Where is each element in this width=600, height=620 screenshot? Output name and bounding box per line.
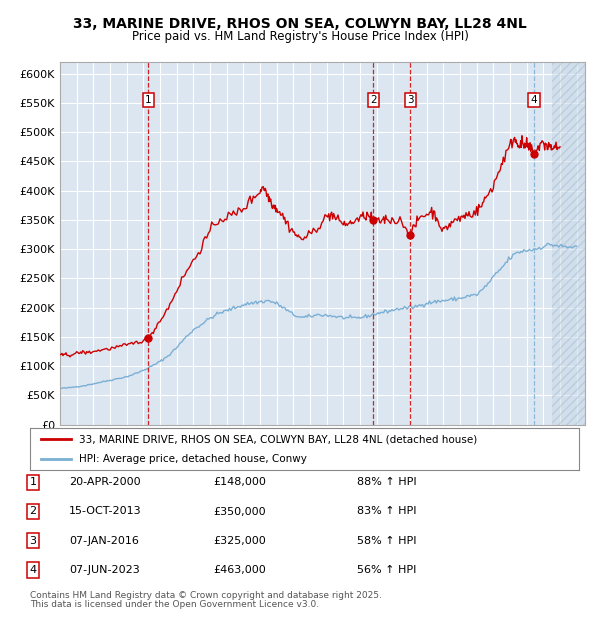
- Text: 07-JUN-2023: 07-JUN-2023: [69, 565, 140, 575]
- Text: 33, MARINE DRIVE, RHOS ON SEA, COLWYN BAY, LL28 4NL (detached house): 33, MARINE DRIVE, RHOS ON SEA, COLWYN BA…: [79, 434, 478, 444]
- Text: 2: 2: [29, 507, 37, 516]
- Text: £463,000: £463,000: [213, 565, 266, 575]
- Text: Contains HM Land Registry data © Crown copyright and database right 2025.: Contains HM Land Registry data © Crown c…: [30, 590, 382, 600]
- Text: 20-APR-2000: 20-APR-2000: [69, 477, 140, 487]
- Bar: [551, 62, 585, 425]
- Text: 88% ↑ HPI: 88% ↑ HPI: [357, 477, 416, 487]
- Text: 07-JAN-2016: 07-JAN-2016: [69, 536, 139, 546]
- Text: 4: 4: [29, 565, 37, 575]
- Text: HPI: Average price, detached house, Conwy: HPI: Average price, detached house, Conw…: [79, 454, 307, 464]
- Text: £148,000: £148,000: [213, 477, 266, 487]
- Text: £325,000: £325,000: [213, 536, 266, 546]
- Text: 1: 1: [29, 477, 37, 487]
- Text: 83% ↑ HPI: 83% ↑ HPI: [357, 507, 416, 516]
- Text: This data is licensed under the Open Government Licence v3.0.: This data is licensed under the Open Gov…: [30, 600, 319, 609]
- Text: 2: 2: [370, 95, 376, 105]
- Text: 3: 3: [29, 536, 37, 546]
- Text: 3: 3: [407, 95, 413, 105]
- Text: 15-OCT-2013: 15-OCT-2013: [69, 507, 142, 516]
- Text: 1: 1: [145, 95, 152, 105]
- Text: Price paid vs. HM Land Registry's House Price Index (HPI): Price paid vs. HM Land Registry's House …: [131, 30, 469, 43]
- Text: 56% ↑ HPI: 56% ↑ HPI: [357, 565, 416, 575]
- Text: 58% ↑ HPI: 58% ↑ HPI: [357, 536, 416, 546]
- Text: 33, MARINE DRIVE, RHOS ON SEA, COLWYN BAY, LL28 4NL: 33, MARINE DRIVE, RHOS ON SEA, COLWYN BA…: [73, 17, 527, 32]
- Text: £350,000: £350,000: [213, 507, 266, 516]
- Text: 4: 4: [530, 95, 537, 105]
